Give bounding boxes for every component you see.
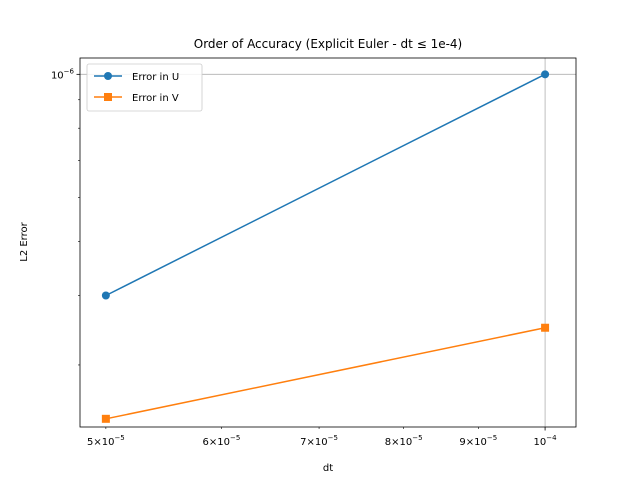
plot-series	[101, 70, 550, 423]
series-line-1	[105, 73, 546, 297]
x-tick-label: 7×10−5	[300, 434, 338, 448]
legend-label: Error in U	[132, 72, 179, 83]
legend-marker	[104, 93, 112, 101]
legend-marker	[104, 72, 112, 80]
plot-frame	[79, 57, 577, 428]
data-point	[101, 291, 110, 300]
data-point	[101, 414, 110, 423]
series-line-2	[105, 327, 546, 420]
y-tick-label: 10−6	[51, 67, 75, 81]
x-tick-label: 10−4	[534, 434, 558, 448]
chart-title: Order of Accuracy (Explicit Euler - dt ≤…	[194, 37, 462, 51]
x-tick-label: 5×10−5	[87, 434, 125, 448]
legend-label: Error in V	[132, 93, 179, 104]
x-axis-label: dt	[323, 463, 333, 474]
data-point	[541, 323, 550, 332]
y-axis-label: L2 Error	[19, 221, 30, 261]
data-point	[541, 70, 550, 79]
x-axis-ticks: 5×10−5 6×10−5 7×10−5 8×10−5 9×10−5 10−4	[87, 427, 557, 448]
y-axis-ticks: 10−6	[51, 67, 80, 366]
legend: Error in U Error in V	[86, 63, 203, 112]
x-tick-label: 8×10−5	[385, 434, 423, 448]
x-tick-label: 9×10−5	[459, 434, 497, 448]
x-tick-label: 6×10−5	[202, 434, 240, 448]
